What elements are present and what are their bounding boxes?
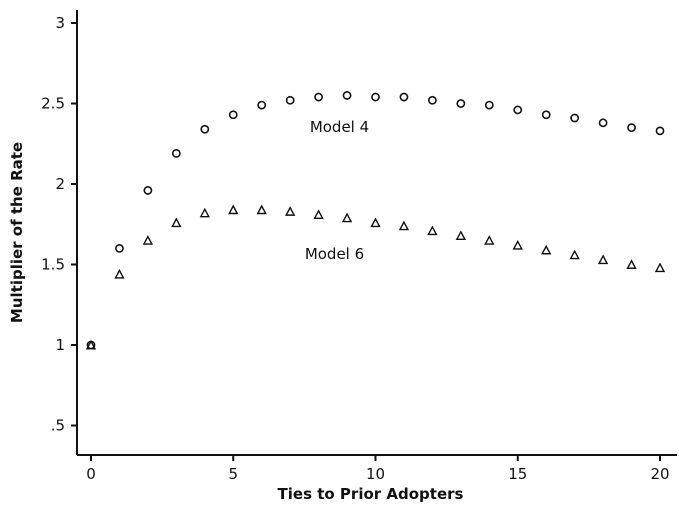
- model-6-point: [199, 207, 210, 218]
- ticks: .5 1 1.5 2 2.5 3 0 5 10 15 20: [41, 14, 669, 483]
- model-6-point: [284, 206, 296, 216]
- y-tick-label: .5: [51, 417, 65, 435]
- model-4-point: [342, 91, 352, 100]
- x-tick-label: 0: [86, 465, 96, 483]
- model-6-point: [626, 259, 637, 269]
- model-6-point: [142, 235, 154, 245]
- model-6-label: Model 6: [305, 245, 364, 263]
- model-4-point: [655, 126, 665, 136]
- model-4-label: Model 4: [310, 118, 369, 136]
- model-6-point: [484, 235, 495, 245]
- model-4-point: [513, 105, 523, 115]
- model-4-point: [399, 92, 409, 102]
- model-4-point: [314, 92, 323, 102]
- model-4-point: [427, 95, 437, 105]
- model-6-point: [654, 262, 666, 273]
- model-6-series: [85, 204, 666, 350]
- model-6-point: [171, 217, 182, 228]
- y-tick-label: 1.5: [41, 256, 65, 274]
- model-6-point: [597, 254, 609, 265]
- axes: [76, 10, 677, 456]
- model-4-point: [200, 124, 210, 134]
- y-tick-label: 3: [55, 14, 65, 32]
- y-axis-title: Multiplier of the Rate: [8, 142, 26, 323]
- y-tick-label: 1: [55, 336, 65, 354]
- model-6-point: [341, 212, 353, 223]
- model-4-point: [456, 99, 466, 108]
- x-axis-title: Ties to Prior Adopters: [278, 485, 464, 503]
- model-4-point: [228, 110, 238, 120]
- model-6-point: [455, 230, 467, 240]
- model-6-point: [313, 209, 324, 220]
- model-4-series: [86, 91, 665, 350]
- x-tick-label: 5: [228, 465, 238, 483]
- y-tick-label: 2.5: [41, 95, 65, 113]
- x-tick-label: 10: [366, 465, 385, 483]
- model-6-point: [512, 239, 523, 250]
- labels: Ties to Prior Adopters Multiplier of the…: [8, 118, 464, 503]
- model-4-point: [285, 95, 295, 105]
- model-6-point: [427, 225, 438, 236]
- model-4-point: [541, 110, 551, 120]
- model-4-point: [598, 118, 608, 128]
- model-6-point: [228, 204, 239, 215]
- x-tick-label: 15: [508, 465, 527, 483]
- model-4-point: [570, 113, 580, 123]
- model-4-point: [143, 186, 153, 195]
- model-4-point: [627, 123, 636, 133]
- x-tick-label: 20: [650, 465, 669, 483]
- y-tick-label: 2: [55, 175, 65, 193]
- model-4-point: [484, 100, 494, 110]
- model-6-point: [541, 244, 552, 255]
- model-6-point: [256, 204, 267, 215]
- model-4-point: [115, 243, 124, 253]
- model-4-point: [371, 92, 380, 102]
- model-6-point: [370, 217, 381, 228]
- model-6-point: [398, 220, 410, 231]
- model-6-point: [85, 339, 97, 350]
- model-6-point: [569, 249, 580, 260]
- model-4-point: [171, 149, 181, 158]
- model-4-point: [257, 100, 267, 110]
- model-6-point: [114, 268, 125, 279]
- data-markers: [85, 91, 666, 350]
